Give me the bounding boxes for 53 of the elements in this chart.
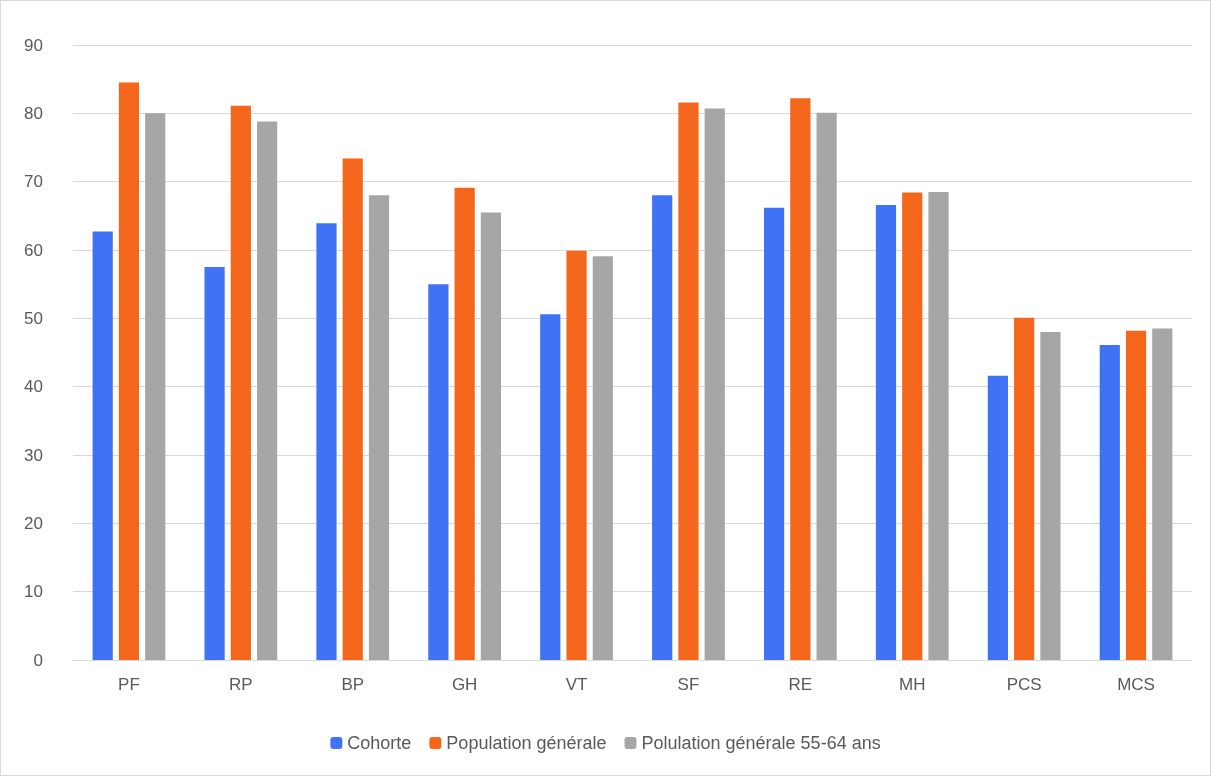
bar <box>1040 332 1061 660</box>
x-tick-label: VT <box>565 675 588 694</box>
x-tick-label: PCS <box>1006 675 1042 694</box>
bar <box>92 231 113 660</box>
bar <box>118 82 140 660</box>
bar <box>1014 317 1035 660</box>
y-tick-label: 50 <box>24 308 43 328</box>
bar <box>566 250 587 660</box>
y-tick-label: 0 <box>33 650 43 670</box>
bar <box>652 195 673 660</box>
y-tick-label: 20 <box>24 513 43 533</box>
y-tick-label: 70 <box>24 172 43 192</box>
bar <box>368 195 390 660</box>
legend-label: Cohorte <box>347 733 412 753</box>
bar <box>592 256 613 660</box>
bar <box>902 192 923 660</box>
y-tick-label: 80 <box>24 103 43 123</box>
bar <box>316 223 337 660</box>
bar <box>257 121 278 660</box>
y-tick-label: 40 <box>24 377 43 397</box>
y-tick-label: 90 <box>24 35 43 55</box>
x-tick-label: MCS <box>1117 675 1155 694</box>
bar <box>454 187 475 660</box>
bar <box>540 314 561 660</box>
y-tick-label: 10 <box>24 582 43 602</box>
bar <box>204 267 225 660</box>
x-tick-label: PF <box>118 675 140 694</box>
x-tick-label: SF <box>677 675 700 694</box>
x-tick-label: BP <box>341 675 365 694</box>
bar <box>342 158 363 660</box>
bar <box>428 284 449 660</box>
x-tick-label: GH <box>451 675 478 694</box>
bar <box>678 102 699 660</box>
bar <box>1125 330 1147 660</box>
bar <box>763 207 785 660</box>
bar <box>704 108 725 660</box>
bar <box>790 98 811 660</box>
bar <box>145 113 166 660</box>
bar <box>875 204 897 660</box>
bar <box>1099 344 1120 660</box>
x-tick-label: MH <box>899 675 926 694</box>
bar <box>928 191 949 660</box>
y-tick-label: 60 <box>24 240 43 260</box>
legend-label: Population générale <box>446 733 607 753</box>
x-tick-label: RP <box>229 675 253 694</box>
y-tick-label: 30 <box>24 445 43 465</box>
x-tick-label: RE <box>788 675 813 694</box>
legend-label: Polulation générale 55-64 ans <box>641 733 881 753</box>
bar <box>987 375 1008 660</box>
bar <box>816 112 837 660</box>
bar <box>1152 328 1173 660</box>
bar <box>230 105 251 660</box>
bar <box>480 212 502 660</box>
